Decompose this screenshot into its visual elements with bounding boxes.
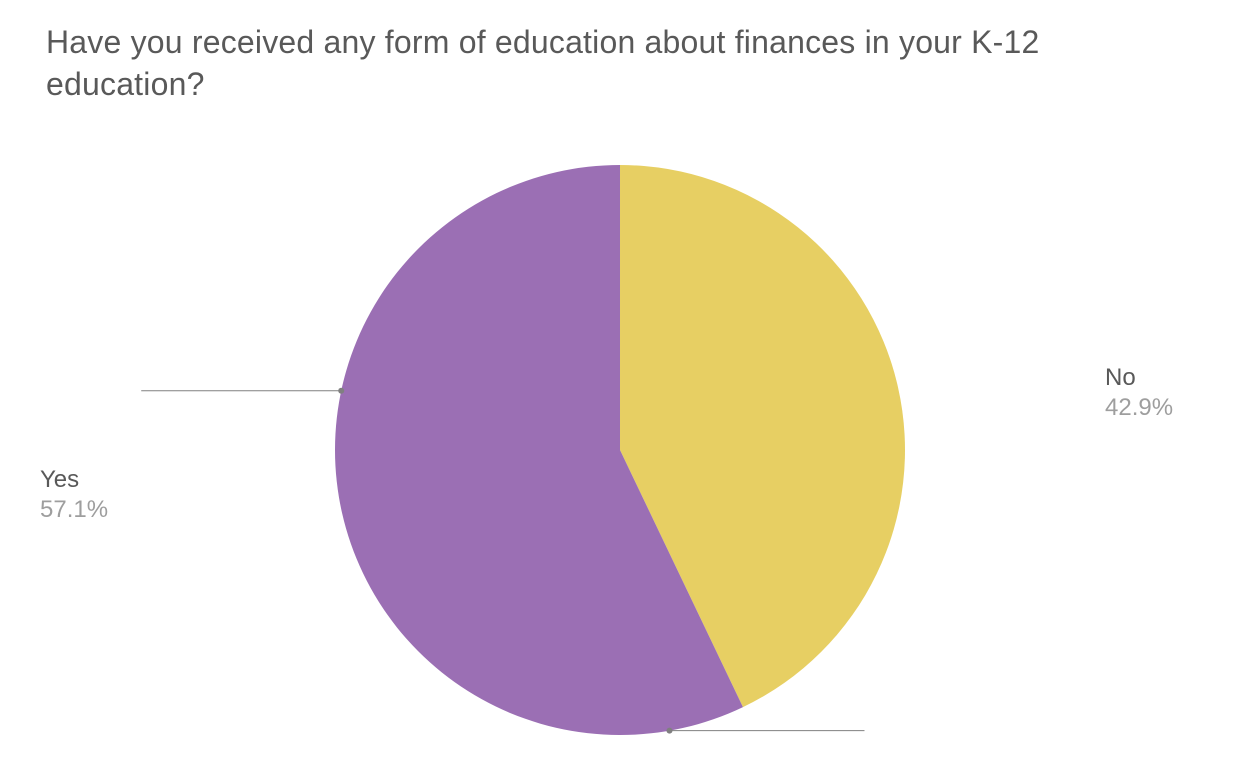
chart-title: Have you received any form of education … (46, 22, 1106, 105)
callout-yes-label: Yes (40, 465, 108, 495)
callout-no-pct: 42.9% (1105, 393, 1173, 423)
callout-no-label: No (1105, 363, 1173, 393)
callout-yes-pct: 57.1% (40, 495, 108, 525)
leader-dot (338, 388, 344, 394)
leader-dot (666, 728, 672, 734)
callout-yes: Yes 57.1% (40, 465, 108, 525)
pie-svg (0, 110, 1250, 777)
callout-no: No 42.9% (1105, 363, 1173, 423)
pie-chart: Have you received any form of education … (0, 0, 1250, 777)
pie-area: No 42.9% Yes 57.1% (0, 110, 1250, 777)
